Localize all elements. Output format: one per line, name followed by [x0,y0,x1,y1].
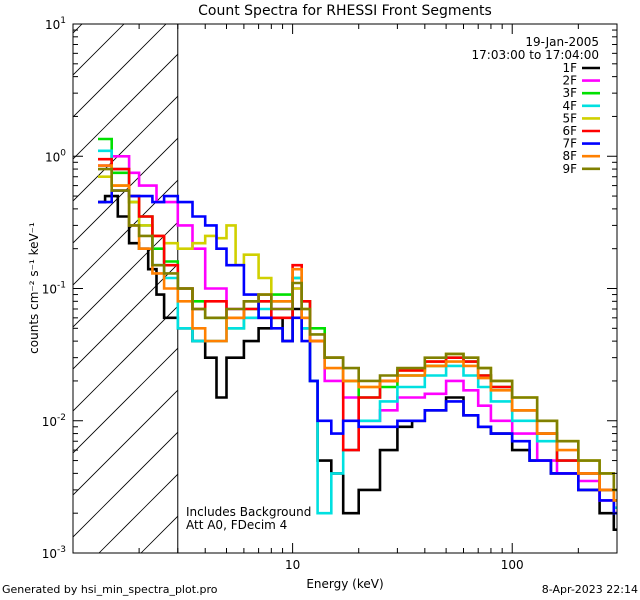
x-axis-label: Energy (keV) [306,577,383,591]
x-tick-label: 10 [285,558,300,572]
axis-ticks [72,23,618,554]
y-tick-labels: 101 100 10-1 10-2 10-3 [42,16,67,561]
series-line-9F [98,167,617,492]
y-tick-label: 10-1 [42,281,66,297]
hatch-line [73,347,178,454]
annotation-background: Includes Background [186,505,311,519]
y-axis-label: counts cm⁻² s⁻¹ keV⁻¹ [27,222,41,354]
legend-label-1F: 1F [562,61,577,75]
series-line-4F [98,149,617,515]
series-layer [98,137,617,531]
x-tick-labels: 10 100 [285,558,524,572]
date-label: 19-Jan-2005 [525,35,599,49]
chart-title: Count Spectra for RHESSI Front Segments [198,3,492,19]
legend-label-4F: 4F [562,99,577,113]
hatch-line [73,305,178,412]
time-range-label: 17:03:00 to 17:04:00 [472,48,599,62]
legend-label-3F: 3F [562,86,577,100]
y-tick-label: 100 [45,148,66,164]
legend-label-2F: 2F [562,74,577,88]
hatch-line [73,24,125,76]
hatch-line [73,263,178,370]
hatch-line [267,0,640,553]
legend-label-9F: 9F [562,162,577,176]
y-tick-label: 101 [45,16,66,32]
legend-label-5F: 5F [562,111,577,125]
series-line-1F [98,194,617,531]
hatch-line [73,24,83,34]
series-line-7F [98,189,617,515]
plot-frame [72,23,618,554]
hatch-line [73,24,167,118]
hatch-line [73,137,178,244]
legend-label-7F: 7F [562,137,577,151]
x-tick-label: 100 [501,558,524,572]
footer-generated-by: Generated by hsi_min_spectra_plot.pro [2,583,218,596]
hatch-line [73,221,178,328]
hatch-line [73,389,178,496]
hatch-line [73,431,178,538]
y-tick-label: 10-2 [42,413,66,429]
footer-timestamp: 8-Apr-2023 22:14 [541,583,638,596]
legend-label-6F: 6F [562,124,577,138]
shaded-region [73,0,640,553]
hatch-line [98,473,178,553]
annotation-attenuator: Att A0, FDecim 4 [186,518,287,532]
hatch-line [73,179,178,286]
y-tick-label: 10-3 [42,545,66,561]
hatch-line [73,53,178,160]
legend-label-8F: 8F [562,149,577,163]
